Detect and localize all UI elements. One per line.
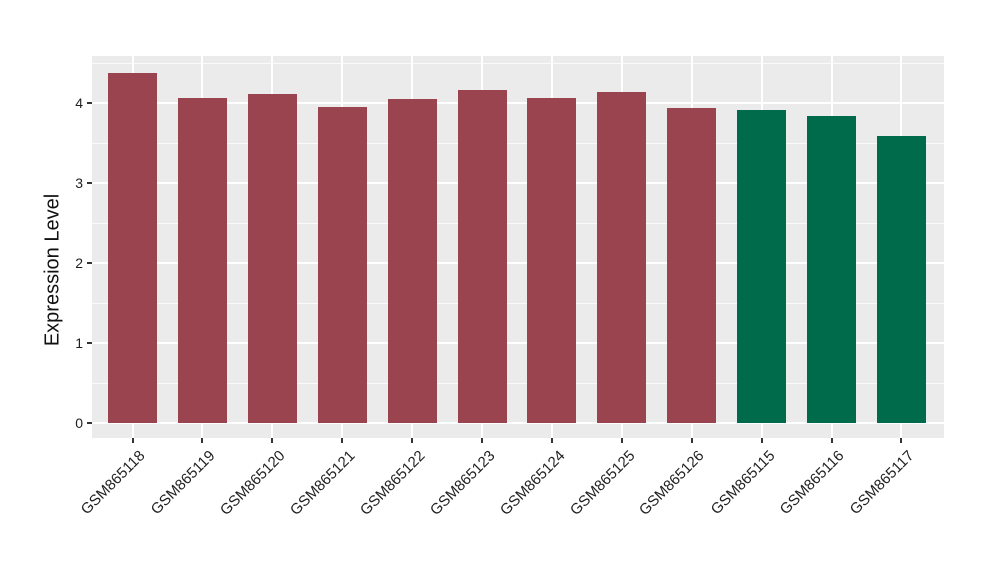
major-gridline-y (92, 262, 944, 265)
x-tick-label: GSM865120 (217, 447, 289, 519)
x-tick-label: GSM865116 (777, 447, 848, 519)
bar-GSM865126 (667, 108, 717, 423)
bar-GSM865115 (737, 109, 787, 423)
x-tick-mark (690, 438, 693, 443)
major-gridline-y (92, 422, 944, 424)
y-tick-mark (87, 262, 92, 265)
x-tick-mark (481, 438, 483, 443)
y-tick-mark (87, 342, 92, 345)
minor-gridline-y (92, 143, 944, 145)
x-tick-label: GSM865122 (356, 447, 429, 519)
x-tick-mark (550, 438, 553, 443)
x-tick-label: GSM865118 (78, 447, 149, 519)
bar-GSM865116 (807, 116, 856, 423)
x-tick-mark (201, 438, 204, 443)
bar-GSM865118 (108, 73, 157, 423)
x-tick-label: GSM865124 (496, 447, 569, 519)
bar-GSM865117 (876, 136, 926, 423)
x-tick-label: GSM865126 (636, 447, 709, 519)
x-tick-label: GSM865125 (566, 447, 639, 519)
bar-GSM865123 (457, 89, 507, 423)
x-tick-mark (900, 438, 903, 443)
x-tick-mark (830, 438, 833, 443)
y-tick-mark (87, 422, 92, 424)
y-tick-label: 3 (75, 175, 83, 192)
x-tick-mark (411, 438, 414, 443)
major-gridline-y (92, 342, 944, 345)
x-tick-label: GSM865119 (147, 447, 219, 519)
y-tick-mark (87, 182, 92, 185)
y-tick-mark (87, 102, 92, 105)
x-tick-label: GSM865121 (286, 447, 359, 519)
x-tick-mark (341, 438, 344, 443)
minor-gridline-y (92, 303, 944, 305)
x-tick-label: GSM865117 (846, 447, 918, 519)
x-tick-mark (271, 438, 274, 443)
x-tick-mark (760, 438, 763, 443)
bar-GSM865125 (597, 92, 647, 423)
bar-GSM865120 (247, 93, 297, 423)
bar-GSM865119 (177, 97, 227, 423)
minor-gridline-y (92, 383, 944, 385)
major-gridline-y (92, 182, 944, 185)
x-tick-label: GSM865123 (426, 447, 499, 519)
bar-GSM865124 (527, 97, 577, 423)
x-tick-mark (620, 438, 623, 443)
plot-panel (92, 56, 944, 438)
y-tick-label: 2 (75, 255, 83, 272)
minor-gridline-y (92, 63, 944, 65)
y-tick-label: 4 (75, 95, 83, 112)
x-tick-mark (131, 438, 134, 443)
x-tick-label: GSM865115 (707, 447, 778, 519)
y-tick-label: 1 (75, 335, 83, 352)
bar-GSM865122 (387, 98, 437, 423)
bar-GSM865121 (317, 107, 367, 423)
minor-gridline-y (92, 223, 944, 225)
major-gridline-y (92, 102, 944, 105)
y-tick-label: 0 (75, 415, 83, 431)
